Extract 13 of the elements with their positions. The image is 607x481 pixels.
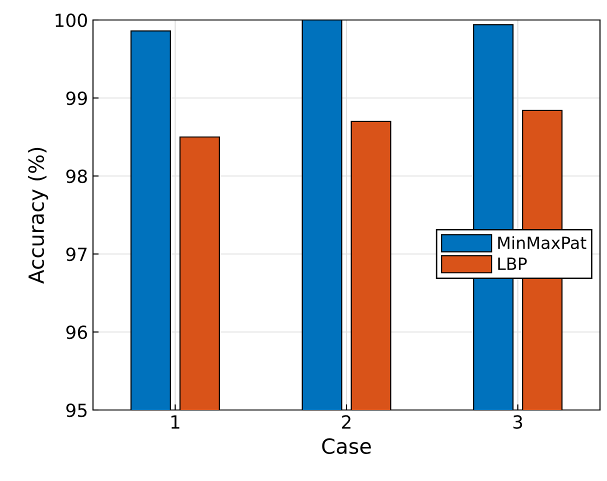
y-tick-label: 95 — [66, 403, 87, 418]
legend-label: MinMaxPat — [498, 236, 586, 250]
y-tick-label: 100 — [56, 13, 87, 28]
y-tick-label: 99 — [66, 91, 87, 106]
x-tick-label: 1 — [171, 415, 180, 429]
x-tick-label: 2 — [342, 415, 350, 429]
x-tick-label: 3 — [513, 415, 522, 429]
x-axis-title: Case — [322, 438, 371, 454]
legend-label: LBP — [498, 258, 527, 270]
y-axis-title: Accuracy (%) — [28, 148, 48, 284]
y-tick-label: 96 — [66, 325, 87, 340]
y-tick-label: 98 — [66, 169, 87, 184]
y-tick-label: 97 — [66, 247, 87, 262]
